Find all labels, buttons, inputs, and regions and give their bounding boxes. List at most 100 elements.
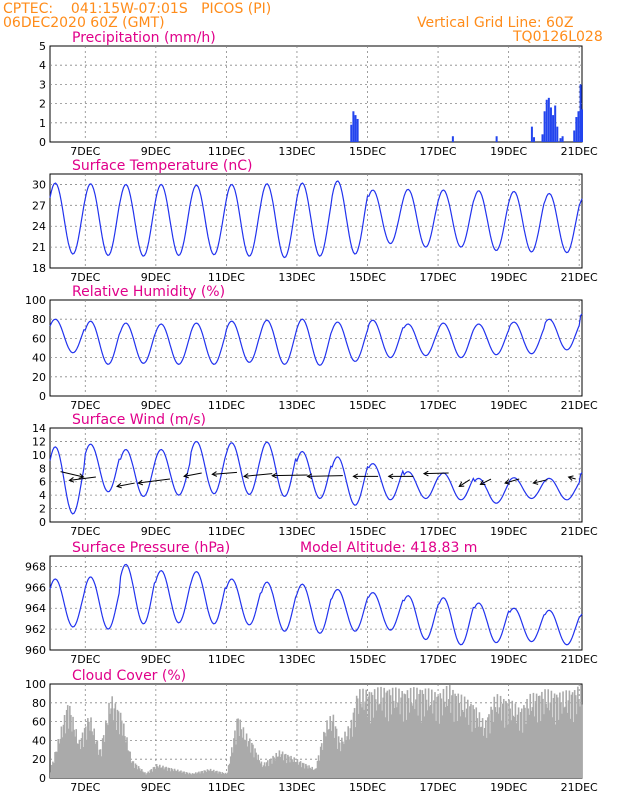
cloud-bar bbox=[469, 706, 471, 778]
precip-bar bbox=[581, 109, 583, 142]
cloud-bar bbox=[248, 738, 251, 778]
cloud-bar bbox=[164, 767, 166, 778]
cloud-bar bbox=[416, 687, 418, 778]
cloud-bar bbox=[196, 773, 198, 778]
cloud-bar bbox=[367, 696, 370, 778]
cloud-bar bbox=[73, 729, 75, 778]
cloud-bar bbox=[95, 741, 98, 778]
cloud-bar bbox=[353, 708, 356, 778]
cloud-bar bbox=[294, 762, 297, 778]
cloud-bar bbox=[236, 718, 238, 778]
cloud-bar bbox=[167, 767, 170, 778]
cloud-bar bbox=[454, 693, 456, 778]
y-tick-label: 0 bbox=[39, 136, 46, 149]
cloud-bar bbox=[493, 696, 496, 778]
cloud-bar bbox=[218, 771, 220, 778]
cloud-bar bbox=[74, 736, 76, 778]
cloud-bar bbox=[326, 720, 328, 778]
cloud-bar bbox=[479, 727, 482, 778]
cloud-bar bbox=[402, 721, 405, 778]
cloud-bar bbox=[392, 700, 395, 778]
cloud-bar bbox=[514, 703, 517, 778]
cloud-bar bbox=[365, 689, 367, 778]
cloud-bar bbox=[134, 763, 137, 778]
cloud-bar bbox=[478, 712, 481, 778]
cloud-bar bbox=[186, 772, 189, 778]
cloud-bar bbox=[459, 716, 462, 778]
cloud-bar bbox=[151, 771, 154, 778]
cloud-bar bbox=[131, 761, 134, 778]
cloud-bar bbox=[460, 694, 463, 778]
cloud-bar bbox=[80, 738, 83, 778]
cloud-bar bbox=[563, 707, 565, 778]
cloud-bar bbox=[286, 763, 288, 778]
cloud-bar bbox=[431, 689, 433, 778]
cloud-bar bbox=[518, 730, 521, 778]
cloud-bar bbox=[572, 722, 575, 778]
cloud-bar bbox=[207, 770, 210, 778]
cloud-bar bbox=[227, 765, 230, 778]
precip-bar bbox=[350, 124, 353, 142]
cloud-bar bbox=[520, 708, 523, 778]
cloud-bar bbox=[53, 763, 55, 778]
cloud-bar bbox=[498, 707, 501, 778]
cloud-bar bbox=[147, 771, 149, 778]
cloud-bar bbox=[71, 731, 73, 778]
cloud-bar bbox=[422, 693, 425, 778]
wind-arrow bbox=[423, 472, 449, 475]
cloud-bar bbox=[548, 710, 551, 778]
cloud-bar bbox=[206, 769, 209, 778]
cloud-bar bbox=[560, 702, 562, 778]
grid-note: Vertical Grid Line: 60Z bbox=[417, 15, 574, 31]
cloud-bar bbox=[250, 752, 252, 778]
y-tick-label: 3 bbox=[39, 78, 46, 91]
cloud-bar bbox=[375, 710, 378, 778]
cloud-bar bbox=[324, 732, 326, 778]
precip-bar bbox=[354, 115, 357, 142]
cloud-bar bbox=[297, 764, 300, 778]
y-tick-label: 100 bbox=[25, 678, 46, 691]
panel-title: Surface Wind (m/s) bbox=[72, 412, 206, 428]
cloud-bar bbox=[199, 773, 201, 778]
cloud-bar bbox=[221, 772, 224, 778]
cloud-bar bbox=[103, 741, 106, 778]
cloud-bar bbox=[426, 710, 429, 778]
x-tick-label: 9DEC bbox=[141, 271, 171, 284]
cloud-bar bbox=[432, 713, 434, 778]
cloud-bar bbox=[458, 702, 461, 778]
cloud-bar bbox=[558, 719, 560, 778]
cloud-bar bbox=[536, 722, 539, 778]
cloud-bar bbox=[421, 690, 424, 778]
cloud-bar bbox=[60, 726, 63, 778]
cloud-bar bbox=[510, 720, 512, 778]
cloud-bar bbox=[295, 761, 298, 778]
cloud-bar bbox=[551, 717, 554, 778]
cloud-bar bbox=[457, 693, 460, 778]
cloud-bar bbox=[523, 705, 525, 778]
cloud-bar bbox=[433, 700, 435, 778]
cloud-bar bbox=[271, 763, 273, 778]
precip-bar bbox=[356, 118, 359, 142]
series-line bbox=[49, 563, 583, 646]
wind-arrow-head bbox=[116, 482, 122, 489]
cloud-bar bbox=[256, 759, 258, 778]
wind-arrow bbox=[69, 476, 96, 481]
y-tick-label: 0 bbox=[39, 390, 46, 403]
cloud-bar bbox=[357, 713, 360, 778]
x-tick-label: 19DEC bbox=[490, 525, 527, 538]
cloud-bar bbox=[237, 718, 239, 778]
x-tick-label: 21DEC bbox=[561, 781, 598, 794]
cloud-bar bbox=[384, 717, 387, 778]
cloud-bar bbox=[204, 770, 207, 778]
x-tick-label: 19DEC bbox=[490, 399, 527, 412]
cloud-bar bbox=[540, 721, 542, 778]
x-tick-label: 13DEC bbox=[278, 781, 315, 794]
y-tick-label: 8 bbox=[39, 462, 46, 475]
cloud-bar bbox=[188, 772, 191, 778]
panel-title: Surface Temperature (nC) bbox=[72, 158, 253, 174]
cloud-bar bbox=[113, 708, 116, 778]
cloud-bar bbox=[178, 771, 180, 778]
y-tick-label: 6 bbox=[39, 476, 46, 489]
panel-title: Precipitation (mm/h) bbox=[72, 30, 216, 46]
cloud-bar bbox=[198, 771, 200, 778]
